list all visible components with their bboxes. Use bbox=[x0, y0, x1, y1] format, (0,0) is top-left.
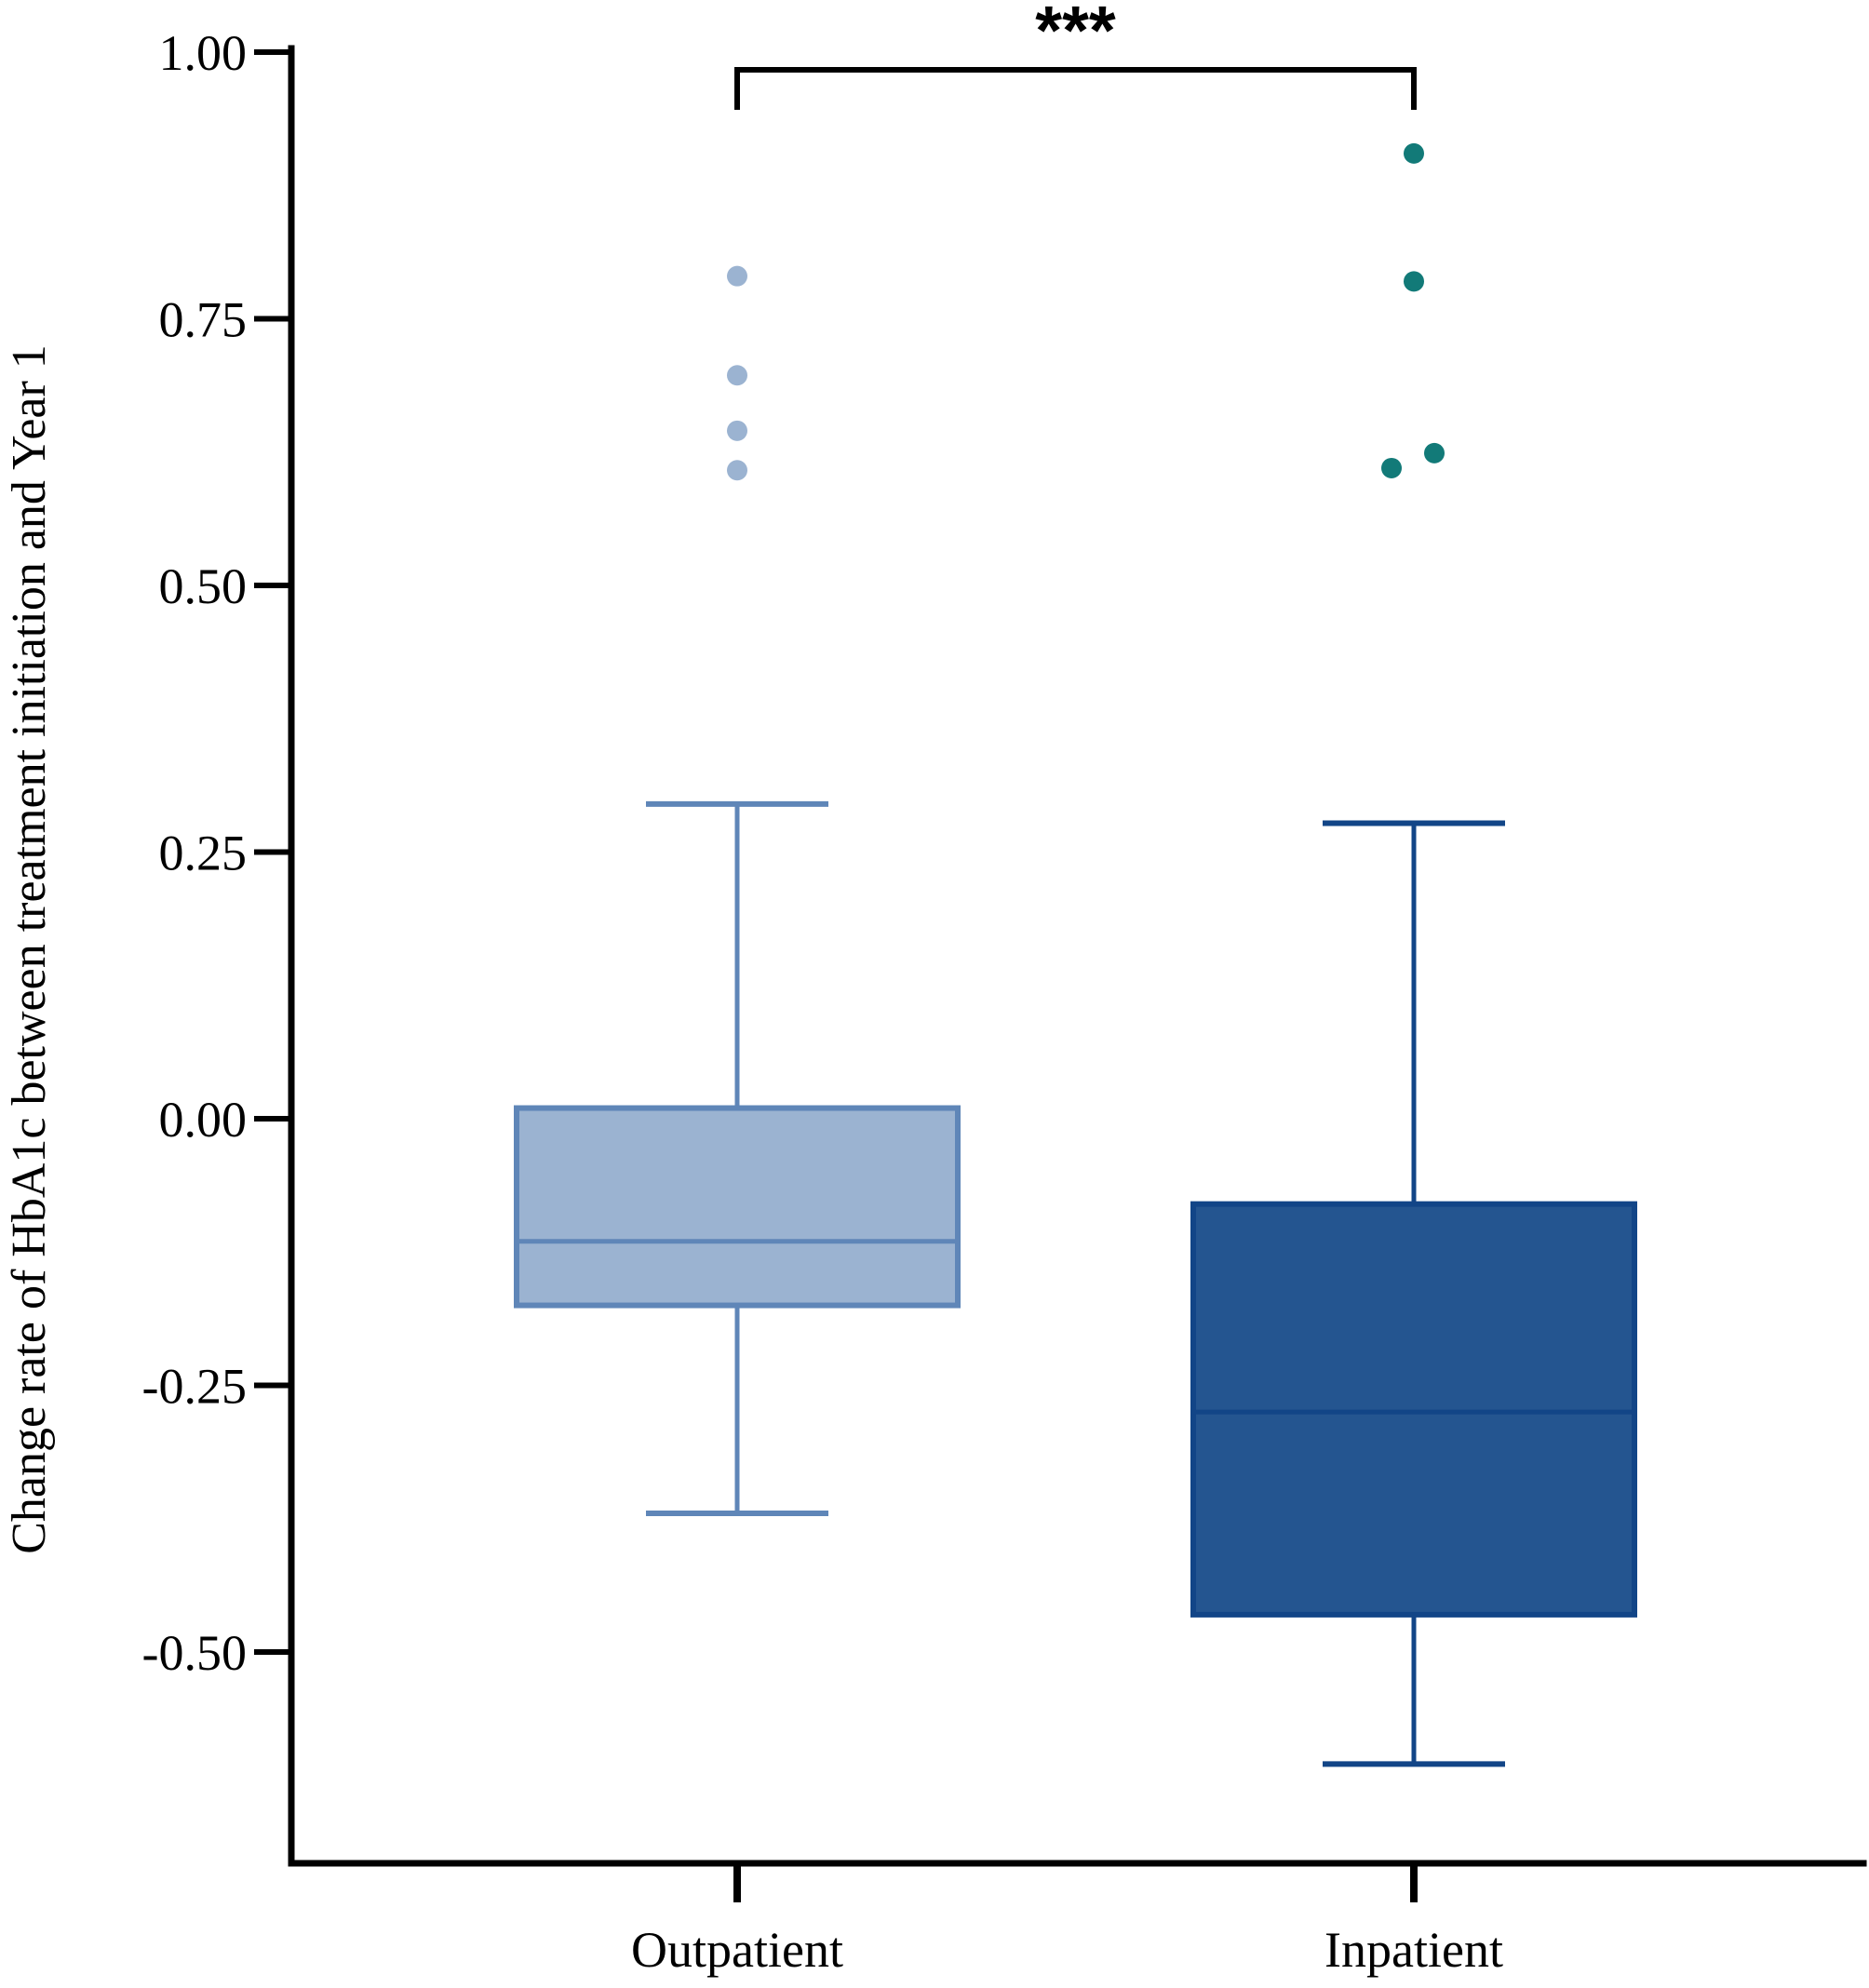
y-tick-label: 0.50 bbox=[159, 558, 248, 614]
y-tick-label: 0.75 bbox=[159, 292, 248, 348]
outlier-point bbox=[727, 460, 747, 481]
outlier-point bbox=[1381, 457, 1402, 478]
outlier-point bbox=[727, 420, 747, 441]
y-tick-label: -0.25 bbox=[142, 1359, 247, 1415]
y-tick-label: 0.25 bbox=[159, 826, 248, 881]
box-iqr bbox=[1190, 1201, 1637, 1618]
y-tick-label: 0.00 bbox=[159, 1092, 248, 1148]
x-category-label: Inpatient bbox=[1324, 1922, 1503, 1978]
outlier-point bbox=[1404, 142, 1424, 164]
outlier-point bbox=[1424, 442, 1445, 463]
y-tick-label: -0.50 bbox=[142, 1625, 247, 1681]
plot-area: 1.00 0.75 0.50 0.25 0.00 -0.25 -0.50 Outpatient… bbox=[142, 0, 1867, 1978]
y-axis-title: Change rate of HbA1c between treatment i… bbox=[3, 344, 56, 1554]
box-iqr bbox=[514, 1105, 961, 1309]
significance-label: *** bbox=[1035, 0, 1116, 69]
outlier-point bbox=[1404, 271, 1424, 292]
significance-bracket bbox=[734, 67, 1417, 110]
outlier-point bbox=[727, 265, 747, 287]
x-category-label: Outpatient bbox=[631, 1922, 843, 1978]
outlier-point bbox=[727, 365, 747, 386]
y-tick-label: 1.00 bbox=[159, 25, 248, 81]
